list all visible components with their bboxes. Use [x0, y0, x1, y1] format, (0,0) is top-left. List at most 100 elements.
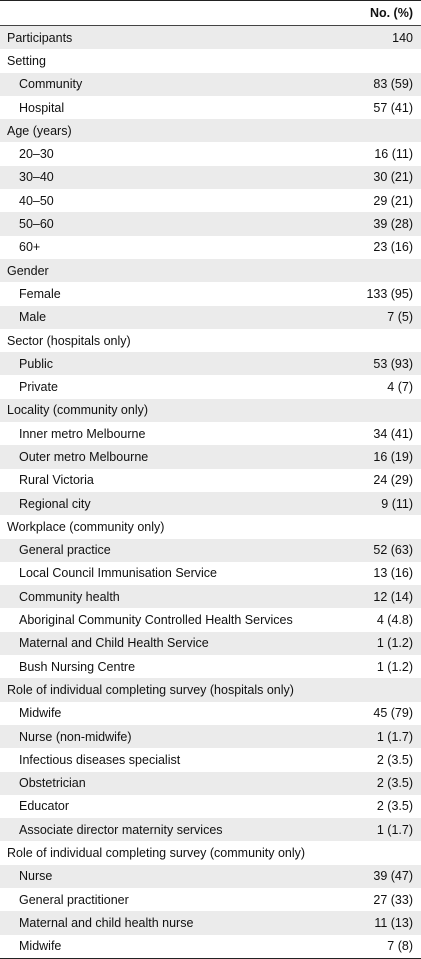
table-row: Male 7 (5): [0, 305, 421, 329]
table-row: Bush Nursing Centre 1 (1.2): [0, 655, 421, 678]
table-header: No. (%): [0, 1, 421, 26]
row-value: 133 (95): [366, 286, 413, 301]
row-label: 40–50: [19, 193, 54, 208]
row-value: 24 (29): [373, 473, 413, 488]
row-label: General practitioner: [19, 892, 129, 907]
row-value: 52 (63): [373, 543, 413, 558]
row-label: Outer metro Melbourne: [19, 449, 149, 464]
row-value: 13 (16): [373, 566, 413, 581]
table-row: Outer metro Melbourne 16 (19): [0, 445, 421, 469]
table-row: Community 83 (59): [0, 72, 421, 96]
table-row: Public 53 (93): [0, 352, 421, 376]
row-label: Female: [19, 286, 61, 301]
row-label: Maternal and child health nurse: [19, 915, 194, 930]
row-value: 2 (3.5): [376, 752, 413, 767]
table-section-row: Role of individual completing survey (co…: [0, 841, 421, 864]
row-value: 57 (41): [373, 100, 413, 115]
row-label: Local Council Immunisation Service: [19, 566, 218, 581]
table-section-row: Participants 140: [0, 26, 421, 50]
table-section-row: Setting: [0, 49, 421, 72]
row-label: Community health: [19, 589, 120, 604]
row-label: Private: [19, 380, 58, 395]
row-label: Educator: [19, 799, 70, 814]
table-row: 40–50 29 (21): [0, 189, 421, 212]
row-value: 2 (3.5): [376, 799, 413, 814]
section-label: Role of individual completing survey (co…: [7, 846, 306, 861]
row-label: Obstetrician: [19, 776, 86, 791]
section-label: Locality (community only): [7, 403, 149, 418]
row-label: General practice: [19, 543, 111, 558]
table-row: 50–60 39 (28): [0, 212, 421, 236]
table-row: Midwife 45 (79): [0, 702, 421, 725]
row-label: Associate director maternity services: [19, 822, 223, 837]
row-value: 39 (47): [373, 869, 413, 884]
section-label: Gender: [7, 263, 49, 278]
row-label: Nurse: [19, 869, 53, 884]
row-value: 16 (11): [374, 147, 413, 162]
row-label: 60+: [19, 240, 41, 255]
table-row: Local Council Immunisation Service 13 (16…: [0, 562, 421, 585]
row-label: Community: [19, 77, 83, 92]
table-section-row: Sector (hospitals only): [0, 329, 421, 352]
row-label: Maternal and Child Health Service: [19, 636, 209, 651]
table-row: 60+ 23 (16): [0, 236, 421, 259]
section-label: Sector (hospitals only): [7, 333, 131, 348]
table-row: Hospital 57 (41): [0, 96, 421, 119]
row-value: 1 (1.2): [376, 659, 413, 674]
section-label: Setting: [7, 53, 46, 68]
row-label: Inner metro Melbourne: [19, 426, 146, 441]
row-label: Infectious diseases specialist: [19, 752, 181, 767]
row-value: 140: [392, 30, 413, 45]
row-value: 1 (1.7): [376, 729, 413, 744]
column-header-count-percent: No. (%): [369, 6, 413, 20]
table-section-row: Role of individual completing survey (ho…: [0, 678, 421, 702]
row-value: 29 (21): [373, 193, 413, 208]
row-value: 1 (1.2): [376, 636, 413, 651]
row-label: Male: [19, 310, 47, 325]
row-label: 20–30: [19, 147, 54, 162]
row-label: Midwife: [19, 939, 62, 954]
table-row: Community health 12 (14): [0, 585, 421, 609]
table-section-row: Locality (community only): [0, 398, 421, 423]
row-value: 12 (14): [373, 589, 413, 604]
row-label: Rural Victoria: [19, 473, 94, 488]
table-row: General practitioner 27 (33): [0, 888, 421, 911]
table-row: 20–30 16 (11): [0, 142, 421, 165]
row-label: Hospital: [19, 100, 65, 115]
table-row: Regional city 9 (11): [0, 491, 421, 516]
table-row: Educator 2 (3.5): [0, 795, 421, 818]
table-row: Obstetrician 2 (3.5): [0, 771, 421, 795]
section-label: Role of individual completing survey (ho…: [7, 682, 294, 697]
table-row: Nurse (non-midwife) 1 (1.7): [0, 724, 421, 749]
row-label: Aboriginal Community Controlled Health S…: [19, 613, 293, 628]
section-label: Workplace (community only): [7, 519, 165, 534]
row-label: Bush Nursing Centre: [19, 659, 136, 674]
section-label: Age (years): [7, 123, 72, 138]
row-label: 30–40: [19, 170, 54, 185]
section-label: Participants: [7, 30, 73, 45]
table-row: Midwife 7 (8): [0, 935, 421, 958]
table-row: Associate director maternity services 1 (…: [0, 818, 421, 842]
row-value: 4 (7): [387, 380, 413, 395]
table-row: Infectious diseases specialist 2 (3.5): [0, 748, 421, 771]
row-value: 9 (11): [381, 496, 413, 511]
row-value: 30 (21): [373, 170, 413, 185]
row-value: 1 (1.7): [376, 822, 413, 837]
row-label: Public: [19, 356, 54, 371]
row-label: Midwife: [19, 706, 62, 721]
row-value: 34 (41): [373, 426, 413, 441]
table-row: 30–40 30 (21): [0, 165, 421, 190]
row-label: 50–60: [19, 217, 54, 232]
table-row: Maternal and child health nurse 11 (13): [0, 911, 421, 935]
table-row: Rural Victoria 24 (29): [0, 469, 421, 492]
row-value: 45 (79): [373, 706, 413, 721]
table-row: Aboriginal Community Controlled Health S…: [0, 608, 421, 631]
table-row: Maternal and Child Health Service 1 (1.2): [0, 631, 421, 656]
table-row: Female 133 (95): [0, 282, 421, 305]
table-section-row: Age (years): [0, 119, 421, 143]
table-section-row: Gender: [0, 258, 421, 283]
row-label: Regional city: [19, 496, 91, 511]
row-value: 23 (16): [373, 240, 413, 255]
row-value: 7 (5): [387, 310, 413, 325]
